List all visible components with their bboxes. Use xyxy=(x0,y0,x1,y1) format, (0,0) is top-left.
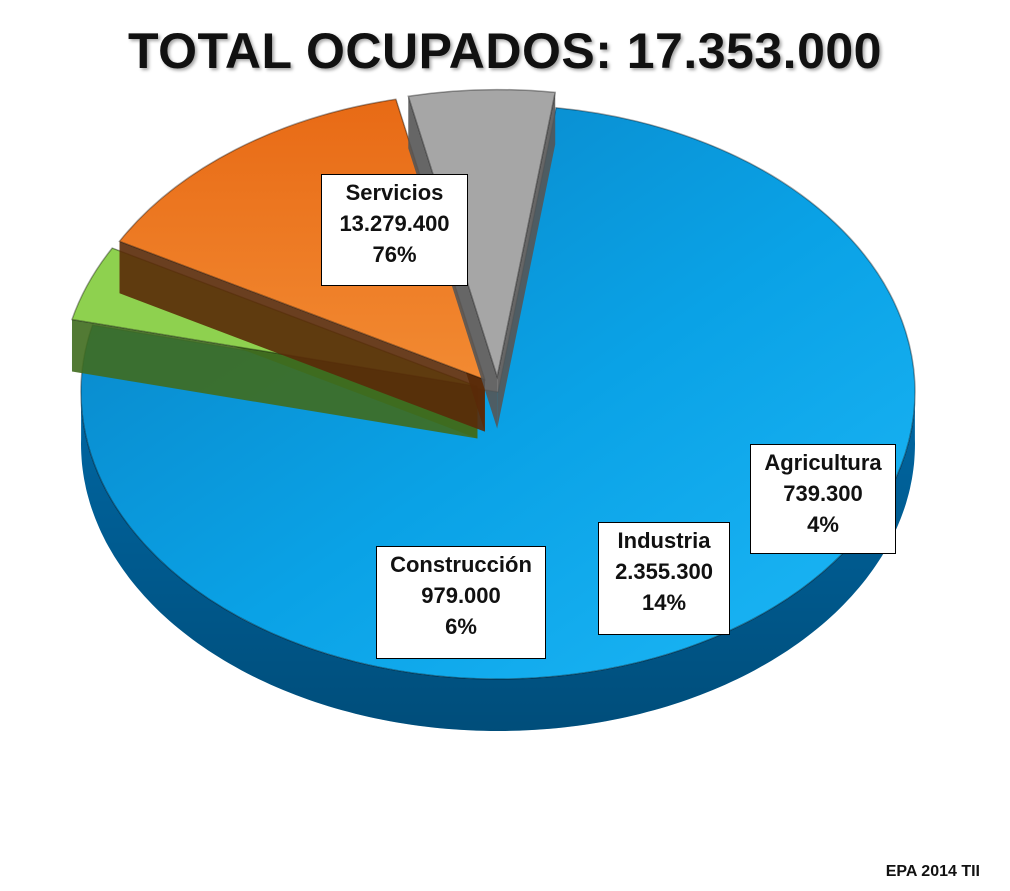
slice-percent: 4% xyxy=(807,512,839,537)
slice-cut-agricultura-0 xyxy=(71,319,478,439)
slice-name: Agricultura xyxy=(764,450,882,475)
slice-name: Servicios xyxy=(345,180,444,205)
slice-label-servicios: Servicios 13.279.400 76% xyxy=(321,174,468,286)
slice-value: 2.355.300 xyxy=(615,559,713,584)
slice-name: Industria xyxy=(617,528,711,553)
chart-title: TOTAL OCUPADOS: 17.353.000 xyxy=(128,23,882,79)
slice-value: 13.279.400 xyxy=(339,211,450,236)
slice-value: 739.300 xyxy=(783,481,863,506)
slice-side-shade-servicios xyxy=(81,387,915,731)
slice-percent: 6% xyxy=(445,614,477,639)
slice-label-agricultura: Agricultura 739.300 4% xyxy=(750,444,896,554)
slice-value: 979.000 xyxy=(421,583,501,608)
slice-construccion xyxy=(407,88,557,380)
slice-industria xyxy=(118,98,487,381)
slice-name: Construcción xyxy=(390,552,532,577)
slice-label-construccion: Construcción 979.000 6% xyxy=(376,546,546,659)
slice-percent: 76% xyxy=(372,242,417,267)
slice-label-industria: Industria 2.355.300 14% xyxy=(598,522,730,635)
slice-cut-industria-0 xyxy=(119,241,485,432)
source-note: EPA 2014 TII xyxy=(885,863,980,880)
slice-percent: 14% xyxy=(641,590,687,615)
slice-cut-construccion-1 xyxy=(497,92,556,429)
